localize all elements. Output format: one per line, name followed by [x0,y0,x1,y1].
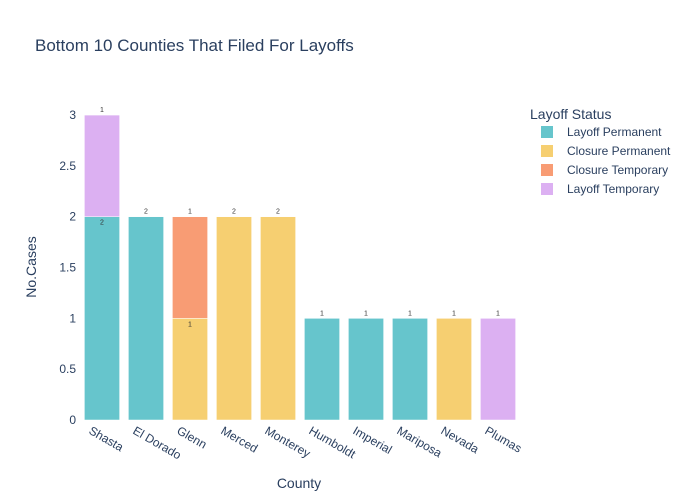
legend-item-label: Closure Temporary [567,163,668,177]
bar-nevada-series-1 [436,318,472,421]
bar-value-label: 2 [100,220,104,227]
y-tick-label: 2.5 [59,159,76,173]
bar-mariposa-series-0 [392,318,428,421]
x-tick-label: Imperial [351,423,395,456]
bar-value-label: 1 [496,310,500,317]
x-tick-label: Mariposa [395,423,445,460]
legend-item-label: Layoff Temporary [567,182,659,196]
x-tick-label: El Dorado [131,423,184,462]
legend-item-label: Layoff Permanent [567,125,662,139]
bar-value-label: 1 [188,209,192,216]
y-tick-label: 3 [69,108,76,122]
legend-swatch [541,183,553,195]
x-tick-label: Plumas [483,423,525,455]
bar-value-label: 1 [452,310,456,317]
bar-value-label: 2 [232,209,236,216]
y-tick-label: 1.5 [59,261,76,275]
x-axis-title: County [277,475,321,491]
bar-glenn-series-1 [172,318,208,421]
bar-labels-layer: 2 1 2 1 1 2 2 1 1 1 1 1 [100,107,500,328]
y-tick-label: 2 [69,210,76,224]
x-tick-label: Monterey [263,423,313,460]
bar-glenn-series-2 [172,216,208,319]
y-tick-label: 0.5 [59,362,76,376]
bar-value-label: 1 [100,107,104,114]
y-axis-ticks: 0 0.5 1 1.5 2 2.5 3 [59,108,76,427]
legend-title: Layoff Status [530,106,611,122]
x-tick-label: Merced [219,423,261,455]
y-axis-title: No.Cases [23,236,39,297]
bar-value-label: 1 [364,310,368,317]
legend-swatch [541,164,553,176]
bar-value-label: 1 [408,310,412,317]
bar-plumas-series-3 [480,318,516,421]
legend-item-label: Closure Permanent [567,144,671,158]
x-tick-label: Humboldt [307,423,359,461]
bar-shasta-series-3 [84,114,120,217]
bar-shasta-series-0 [84,216,120,421]
legend: Layoff Status Layoff Permanent Closure Pe… [530,106,671,196]
bar-el-dorado-series-0 [128,216,164,421]
legend-swatch [541,126,553,138]
bar-humboldt-series-0 [304,318,340,421]
x-tick-label: Nevada [439,423,482,456]
bar-value-label: 2 [144,209,148,216]
x-tick-label: Shasta [87,423,127,454]
bar-value-label: 1 [188,321,192,328]
chart-title: Bottom 10 Counties That Filed For Layoff… [35,36,354,55]
bars-layer [84,114,516,421]
bar-value-label: 1 [320,310,324,317]
bar-merced-series-1 [216,216,252,421]
legend-swatch [541,145,553,157]
y-tick-label: 1 [69,311,76,325]
y-tick-label: 0 [69,413,76,427]
bar-monterey-series-1 [260,216,296,421]
bar-value-label: 2 [276,209,280,216]
bar-imperial-series-0 [348,318,384,421]
